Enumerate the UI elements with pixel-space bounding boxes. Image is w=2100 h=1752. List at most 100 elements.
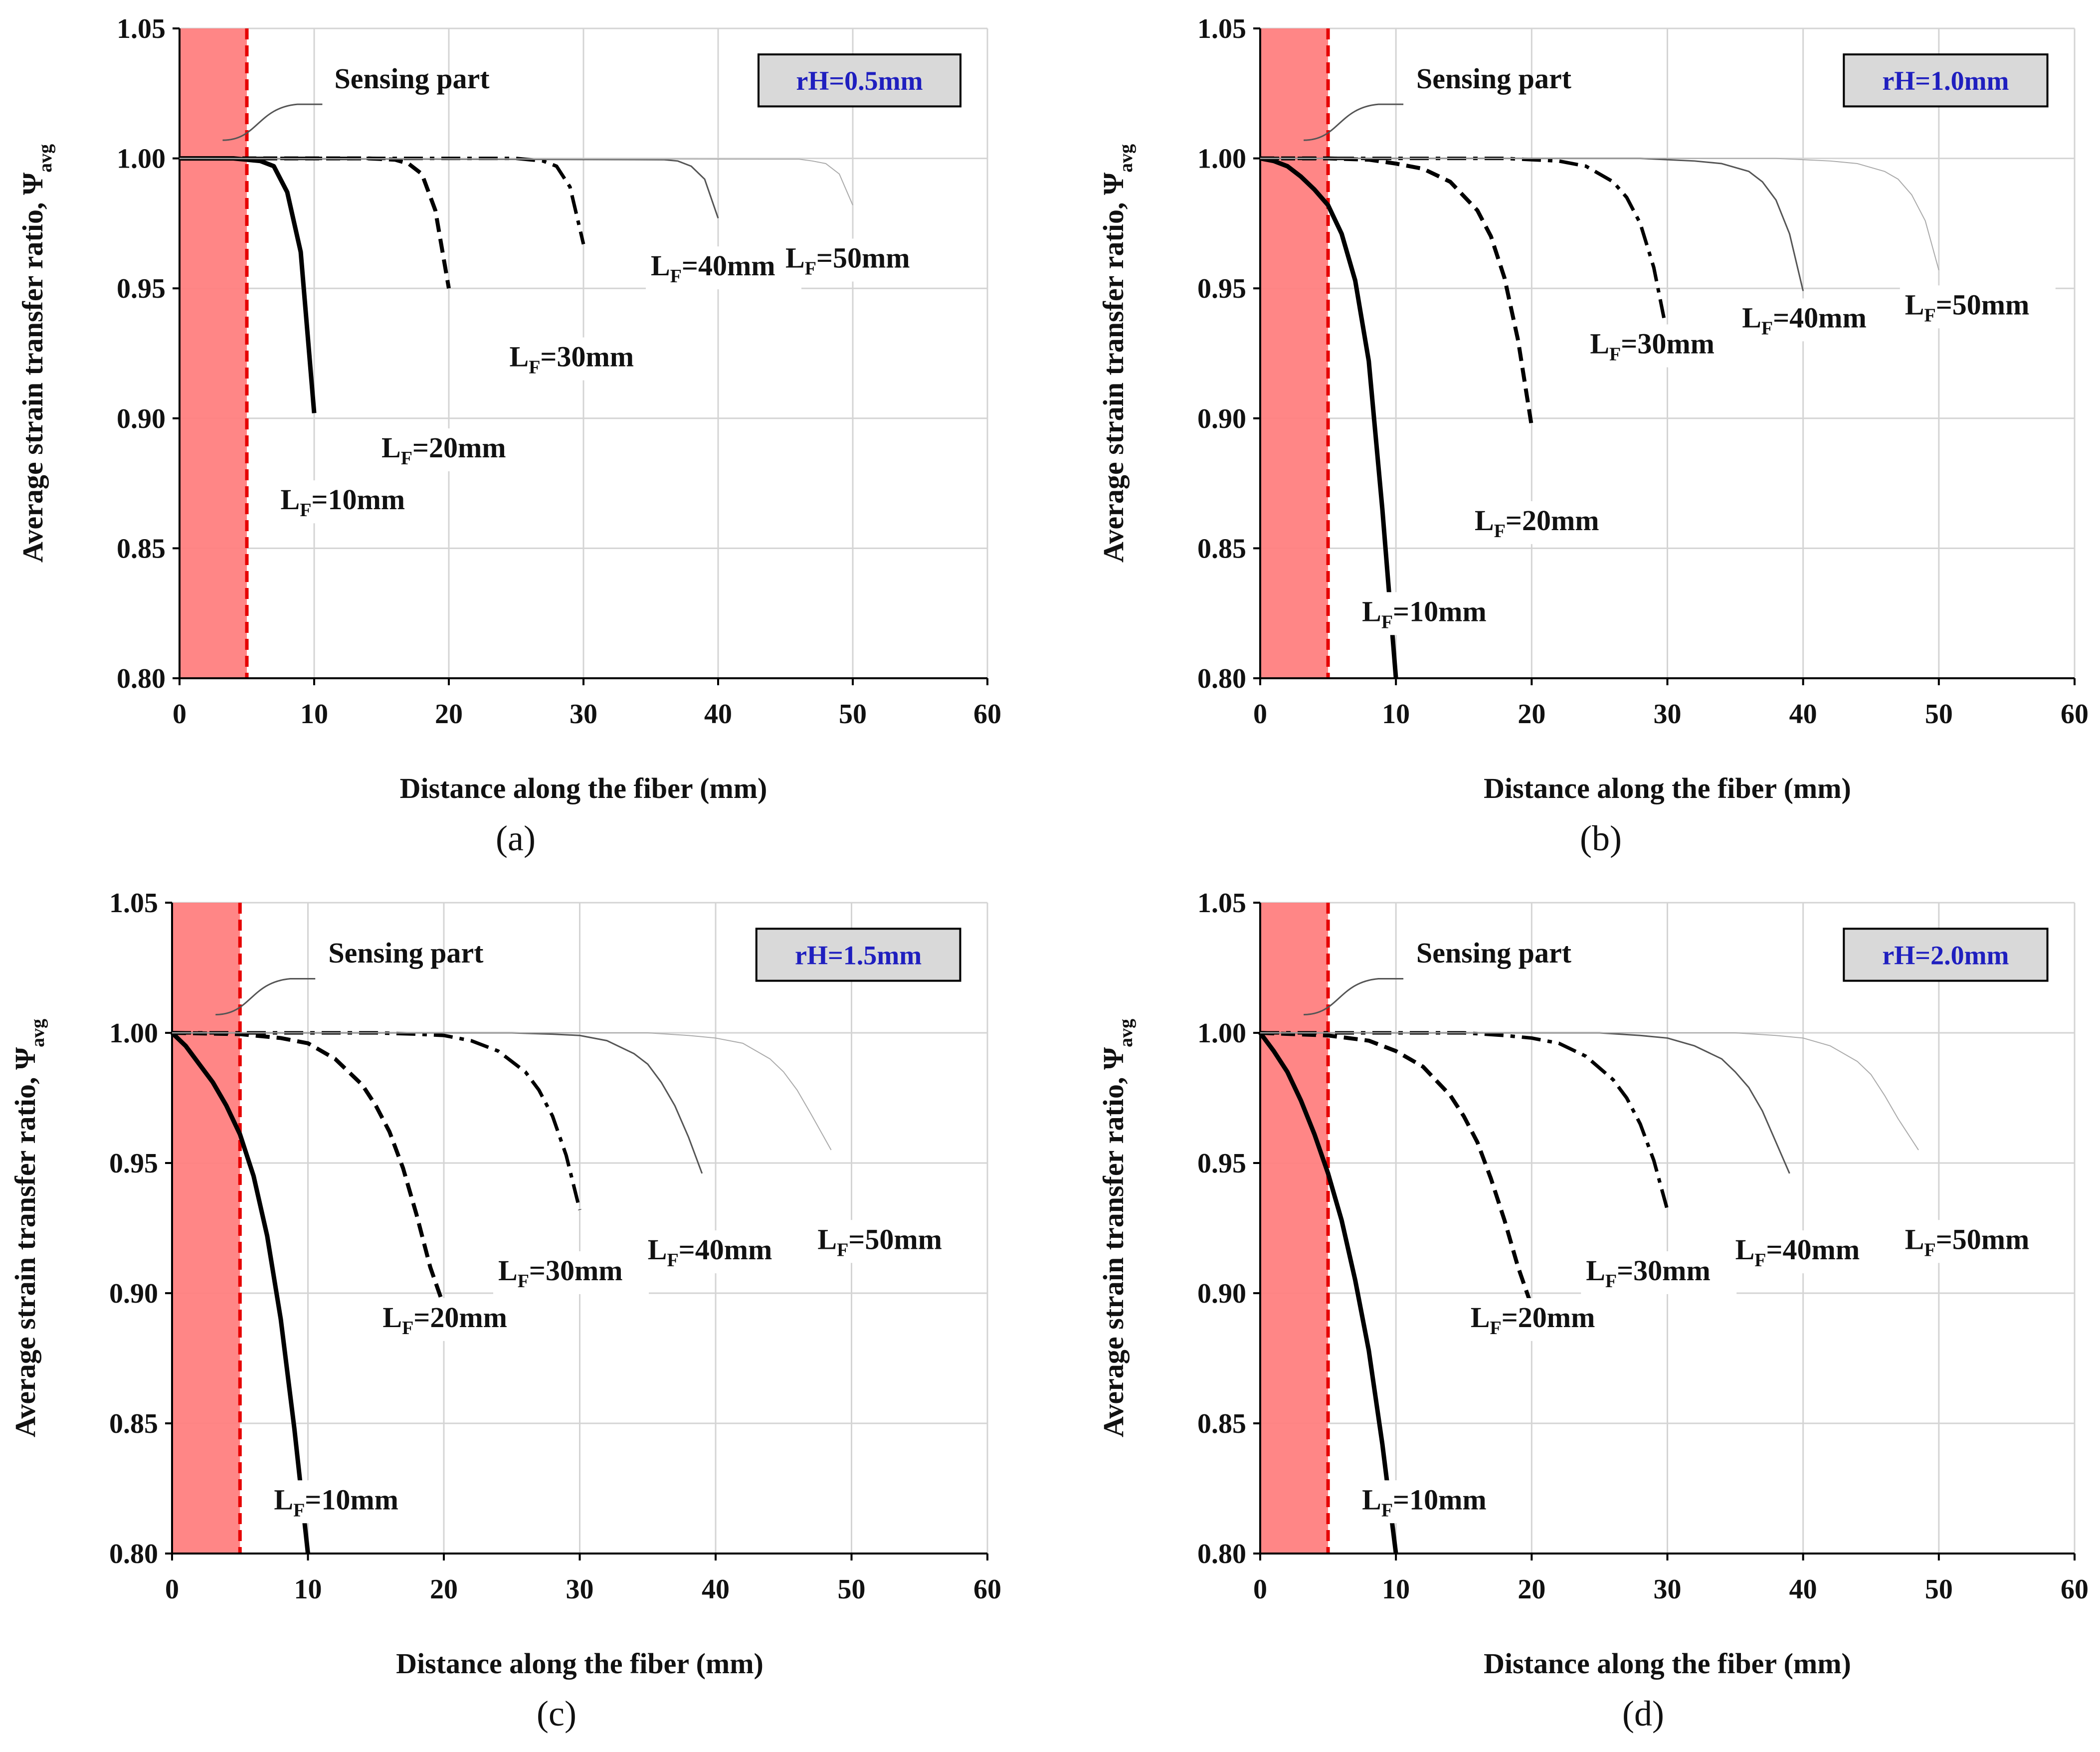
series-label-lf50: LF=50mm bbox=[1905, 288, 2030, 326]
series-label-main: L bbox=[498, 1254, 518, 1287]
y-tick-label: 0.95 bbox=[1197, 273, 1246, 304]
series-label-rest: =20mm bbox=[412, 431, 506, 464]
rh-badge-text: rH=1.0mm bbox=[1882, 66, 2009, 96]
y-axis-title-main: Average strain transfer ratio, Ψ bbox=[9, 1047, 41, 1437]
x-tick-label: 30 bbox=[1654, 1574, 1682, 1605]
x-tick-label: 50 bbox=[1925, 699, 1953, 730]
y-tick-label: 0.90 bbox=[117, 403, 166, 434]
series-label-subscript: F bbox=[1605, 1271, 1617, 1292]
y-axis-title-subscript: avg bbox=[35, 144, 56, 173]
sensing-region bbox=[1260, 903, 1329, 1554]
y-tick-label: 0.85 bbox=[1197, 533, 1246, 564]
series-label-subscript: F bbox=[402, 1318, 413, 1339]
rh-badge-box bbox=[755, 928, 961, 982]
series-label-rest: =50mm bbox=[816, 242, 910, 274]
series-label-rest: =30mm bbox=[529, 1254, 623, 1287]
series-label-rest: =40mm bbox=[1773, 301, 1867, 334]
series-label-bg bbox=[1357, 1480, 1513, 1524]
series-label-lf10: LF=10mm bbox=[1362, 1483, 1487, 1521]
series-line-lf40 bbox=[172, 1032, 703, 1174]
series-label-lf40: LF=40mm bbox=[648, 1233, 772, 1271]
x-tick-label: 0 bbox=[1253, 699, 1267, 730]
y-tick-label: 0.90 bbox=[1197, 1278, 1246, 1309]
series-label-rest: =10mm bbox=[1393, 595, 1487, 627]
sensing-part-label: Sensing part bbox=[328, 937, 484, 969]
y-tick-label: 0.80 bbox=[1197, 663, 1246, 694]
series-line-lf10 bbox=[170, 1031, 310, 1554]
series-label-lf10: LF=10mm bbox=[274, 1483, 398, 1521]
y-tick-label: 0.95 bbox=[117, 273, 166, 304]
y-tick-label: 0.85 bbox=[1197, 1408, 1246, 1439]
series-label-rest: =10mm bbox=[1393, 1483, 1487, 1516]
series-label-bg bbox=[1900, 285, 2056, 329]
series-label-lf30: LF=30mm bbox=[1590, 328, 1715, 365]
series-line-lf50 bbox=[1260, 158, 1939, 270]
rh-badge-box bbox=[1843, 928, 2049, 982]
sensing-region bbox=[1260, 28, 1329, 678]
series-label-bg bbox=[1465, 1298, 1621, 1341]
series-label-bg bbox=[1357, 592, 1513, 635]
x-tick-label: 30 bbox=[1654, 699, 1682, 730]
series-label-subscript: F bbox=[670, 266, 682, 287]
series-label-bg bbox=[1737, 298, 1893, 342]
x-tick-label: 0 bbox=[1253, 1574, 1267, 1605]
series-label-bg bbox=[269, 1480, 425, 1524]
y-axis-title: Average strain transfer ratio, Ψavg bbox=[16, 144, 56, 563]
sensing-callout-line bbox=[215, 977, 316, 1015]
series-label-main: L bbox=[785, 242, 805, 274]
y-axis-title: Average strain transfer ratio, Ψavg bbox=[1097, 144, 1137, 563]
series-label-rest: =40mm bbox=[682, 249, 775, 282]
series-line-lf10 bbox=[1260, 156, 1398, 679]
series-label-lf40: LF=40mm bbox=[1735, 1233, 1860, 1271]
series-label-lf30: LF=30mm bbox=[510, 341, 634, 378]
x-tick-label: 60 bbox=[973, 699, 1001, 730]
series-label-subscript: F bbox=[837, 1239, 848, 1260]
series-label-main: L bbox=[510, 341, 529, 373]
series-label-main: L bbox=[817, 1223, 837, 1255]
series-line-lf30 bbox=[172, 1031, 581, 1210]
series-label-rest: =20mm bbox=[1506, 504, 1599, 537]
y-tick-label: 1.00 bbox=[109, 1018, 158, 1049]
series-label-main: L bbox=[1590, 328, 1609, 360]
series-label-main: L bbox=[382, 1301, 402, 1334]
y-tick-label: 0.95 bbox=[109, 1148, 158, 1179]
y-tick-label: 1.05 bbox=[1197, 888, 1246, 919]
series-label-rest: =10mm bbox=[305, 1483, 398, 1516]
panel-caption: (d) bbox=[1622, 1694, 1664, 1734]
series-label-bg bbox=[1470, 501, 1626, 544]
x-tick-label: 20 bbox=[430, 1574, 458, 1605]
y-tick-label: 0.90 bbox=[109, 1278, 158, 1309]
series-line-lf20 bbox=[1260, 156, 1534, 427]
series-label-subscript: F bbox=[1609, 344, 1621, 365]
series-line-lf50 bbox=[1260, 1032, 1919, 1151]
sensing-callout-line bbox=[1304, 977, 1404, 1015]
x-tick-label: 0 bbox=[165, 1574, 179, 1605]
series-label-bg bbox=[378, 1298, 534, 1341]
y-tick-label: 1.00 bbox=[117, 144, 166, 175]
y-tick-label: 0.85 bbox=[117, 533, 166, 564]
panel-caption: (b) bbox=[1580, 818, 1622, 858]
x-tick-label: 40 bbox=[1789, 699, 1817, 730]
series-label-rest: =40mm bbox=[679, 1233, 772, 1266]
series-label-bg bbox=[1585, 324, 1741, 368]
series-line-lf30 bbox=[1260, 1031, 1669, 1210]
series-line-lf40 bbox=[179, 158, 719, 218]
series-label-subscript: F bbox=[805, 258, 816, 279]
x-tick-label: 20 bbox=[1518, 1574, 1545, 1605]
rh-badge-text: rH=0.5mm bbox=[796, 66, 923, 96]
series-line-lf50 bbox=[172, 1032, 832, 1151]
sensing-part-label: Sensing part bbox=[1416, 62, 1572, 95]
x-tick-label: 40 bbox=[702, 1574, 730, 1605]
y-tick-label: 0.80 bbox=[117, 663, 166, 694]
sensing-part-label: Sensing part bbox=[1416, 937, 1572, 969]
series-label-main: L bbox=[382, 431, 401, 464]
series-label-lf10: LF=10mm bbox=[281, 483, 405, 521]
series-line-lf10 bbox=[1258, 1031, 1398, 1554]
x-tick-label: 20 bbox=[1518, 699, 1545, 730]
panel-caption: (a) bbox=[496, 818, 536, 858]
x-tick-label: 60 bbox=[973, 1574, 1001, 1605]
sensing-region bbox=[172, 903, 240, 1554]
series-line-lf40 bbox=[1260, 158, 1804, 291]
rh-badge-box bbox=[758, 53, 961, 108]
series-label-main: L bbox=[281, 483, 300, 516]
